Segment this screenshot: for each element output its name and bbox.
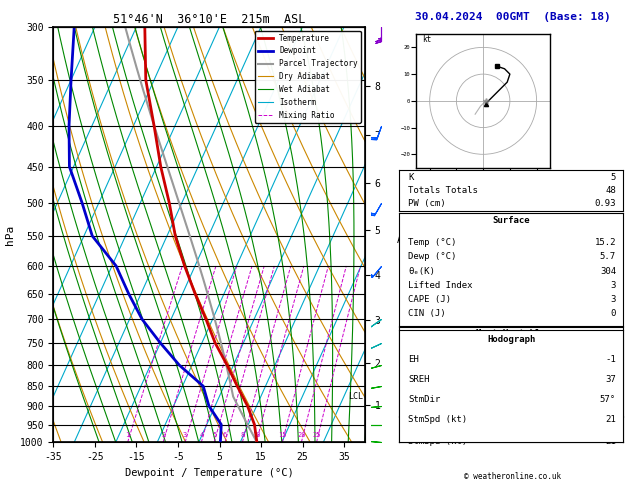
Text: CIN (J): CIN (J) — [408, 400, 446, 410]
Text: CIN (J): CIN (J) — [408, 310, 446, 318]
Legend: Temperature, Dewpoint, Parcel Trajectory, Dry Adiabat, Wet Adiabat, Isotherm, Mi: Temperature, Dewpoint, Parcel Trajectory… — [255, 31, 361, 122]
Text: -1: -1 — [605, 422, 616, 432]
Text: StmSpd (kt): StmSpd (kt) — [408, 416, 467, 424]
Text: StmSpd (kt): StmSpd (kt) — [408, 437, 467, 446]
Text: LCL: LCL — [348, 392, 363, 401]
Text: 21: 21 — [605, 416, 616, 424]
Text: -1: -1 — [605, 355, 616, 364]
Text: 5.7: 5.7 — [600, 252, 616, 261]
Text: Surface: Surface — [493, 216, 530, 225]
Text: EH: EH — [408, 422, 419, 432]
Text: CAPE (J): CAPE (J) — [408, 295, 452, 304]
Text: 3: 3 — [611, 374, 616, 382]
Text: SREH: SREH — [408, 427, 430, 436]
Y-axis label: km
ASL: km ASL — [397, 224, 415, 245]
Text: 57°: 57° — [600, 432, 616, 441]
Text: kt: kt — [421, 35, 431, 44]
Text: © weatheronline.co.uk: © weatheronline.co.uk — [464, 472, 561, 481]
Text: 37: 37 — [605, 427, 616, 436]
Text: EH: EH — [408, 355, 419, 364]
Text: 25: 25 — [313, 432, 321, 438]
Text: 15.2: 15.2 — [594, 238, 616, 247]
Text: 0: 0 — [611, 310, 616, 318]
Text: 10: 10 — [252, 432, 260, 438]
Text: θₑ (K): θₑ (K) — [408, 360, 440, 369]
Text: 304: 304 — [600, 360, 616, 369]
Text: Temp (°C): Temp (°C) — [408, 238, 457, 247]
Text: StmDir: StmDir — [408, 432, 440, 441]
Title: 51°46'N  36°10'E  215m  ASL: 51°46'N 36°10'E 215m ASL — [113, 13, 305, 26]
Text: 48: 48 — [605, 186, 616, 194]
Text: Lifted Index: Lifted Index — [408, 281, 473, 290]
Text: 3: 3 — [611, 295, 616, 304]
Text: Hodograph: Hodograph — [487, 335, 535, 344]
Text: Dewp (°C): Dewp (°C) — [408, 252, 457, 261]
Y-axis label: hPa: hPa — [4, 225, 14, 244]
Text: Most Unstable: Most Unstable — [476, 329, 546, 338]
Text: 21: 21 — [605, 437, 616, 446]
Text: θₑ(K): θₑ(K) — [408, 266, 435, 276]
Text: K: K — [408, 173, 414, 182]
Text: 20: 20 — [297, 432, 306, 438]
Text: 0: 0 — [611, 400, 616, 410]
Text: 5: 5 — [212, 432, 216, 438]
Text: Lifted Index: Lifted Index — [408, 374, 473, 382]
Text: 3: 3 — [611, 281, 616, 290]
Text: 57°: 57° — [600, 395, 616, 404]
Text: 0.93: 0.93 — [594, 198, 616, 208]
Text: PW (cm): PW (cm) — [408, 198, 446, 208]
Text: 4: 4 — [199, 432, 203, 438]
Text: 1005: 1005 — [594, 347, 616, 356]
Text: 2: 2 — [161, 432, 165, 438]
Text: Mixing Ratio (g/kg): Mixing Ratio (g/kg) — [408, 183, 417, 286]
Text: SREH: SREH — [408, 375, 430, 384]
Text: 8: 8 — [240, 432, 245, 438]
Text: 37: 37 — [605, 375, 616, 384]
Text: Totals Totals: Totals Totals — [408, 186, 478, 194]
Text: 3: 3 — [183, 432, 187, 438]
Text: 15: 15 — [278, 432, 287, 438]
Text: 1: 1 — [126, 432, 130, 438]
Text: 5: 5 — [611, 173, 616, 182]
Text: StmDir: StmDir — [408, 395, 440, 404]
Text: 6: 6 — [223, 432, 227, 438]
Text: 304: 304 — [600, 266, 616, 276]
X-axis label: Dewpoint / Temperature (°C): Dewpoint / Temperature (°C) — [125, 468, 294, 478]
Text: CAPE (J): CAPE (J) — [408, 387, 452, 396]
Text: 3: 3 — [611, 387, 616, 396]
Text: Pressure (mb): Pressure (mb) — [408, 347, 478, 356]
Text: 30.04.2024  00GMT  (Base: 18): 30.04.2024 00GMT (Base: 18) — [415, 12, 611, 22]
Text: Hodograph: Hodograph — [487, 417, 535, 426]
